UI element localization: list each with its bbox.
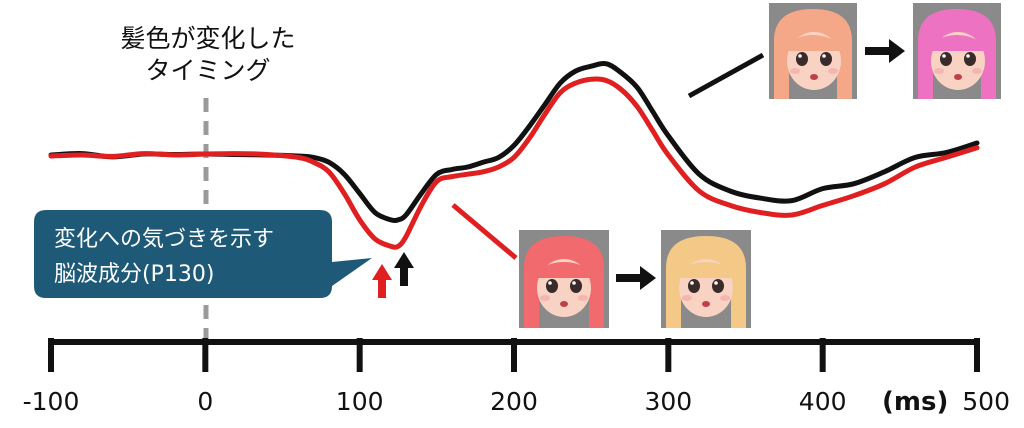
arrow-right-icon [616, 266, 656, 290]
x-tick-label: 300 [644, 387, 692, 416]
x-unit-label: (ms) [882, 387, 948, 417]
doll-red-hair-image [519, 230, 609, 328]
callout-bubble [34, 210, 372, 298]
red-peak-arrow [372, 264, 392, 298]
arrow-right-icon [865, 39, 905, 63]
series-line-red [48, 76, 980, 250]
x-tick-label: -100 [23, 387, 80, 416]
x-tick-label: 100 [336, 387, 384, 416]
x-tick-label: 400 [799, 387, 847, 416]
onset-label-line2: タイミング [145, 56, 270, 85]
doll-pink-hair-image [913, 3, 1001, 99]
doll-blonde-hair-image [661, 230, 751, 328]
onset-label-line1: 髪色が変化した [120, 24, 295, 53]
x-tick-label: 200 [490, 387, 538, 416]
x-tick-label: 0 [197, 387, 213, 416]
connector-line-black [687, 52, 765, 99]
connector-line-red [451, 203, 518, 260]
x-axis-ticks: -100 0 100 200 300 400 500 [23, 338, 1010, 416]
doll-peach-hair-image [769, 3, 857, 99]
x-tick-label: 500 [962, 387, 1010, 416]
callout-text-line1: 変化への気づきを示す [54, 227, 274, 252]
callout-text-line2: 脳波成分(P130) [54, 262, 214, 287]
black-peak-arrow [394, 252, 414, 286]
